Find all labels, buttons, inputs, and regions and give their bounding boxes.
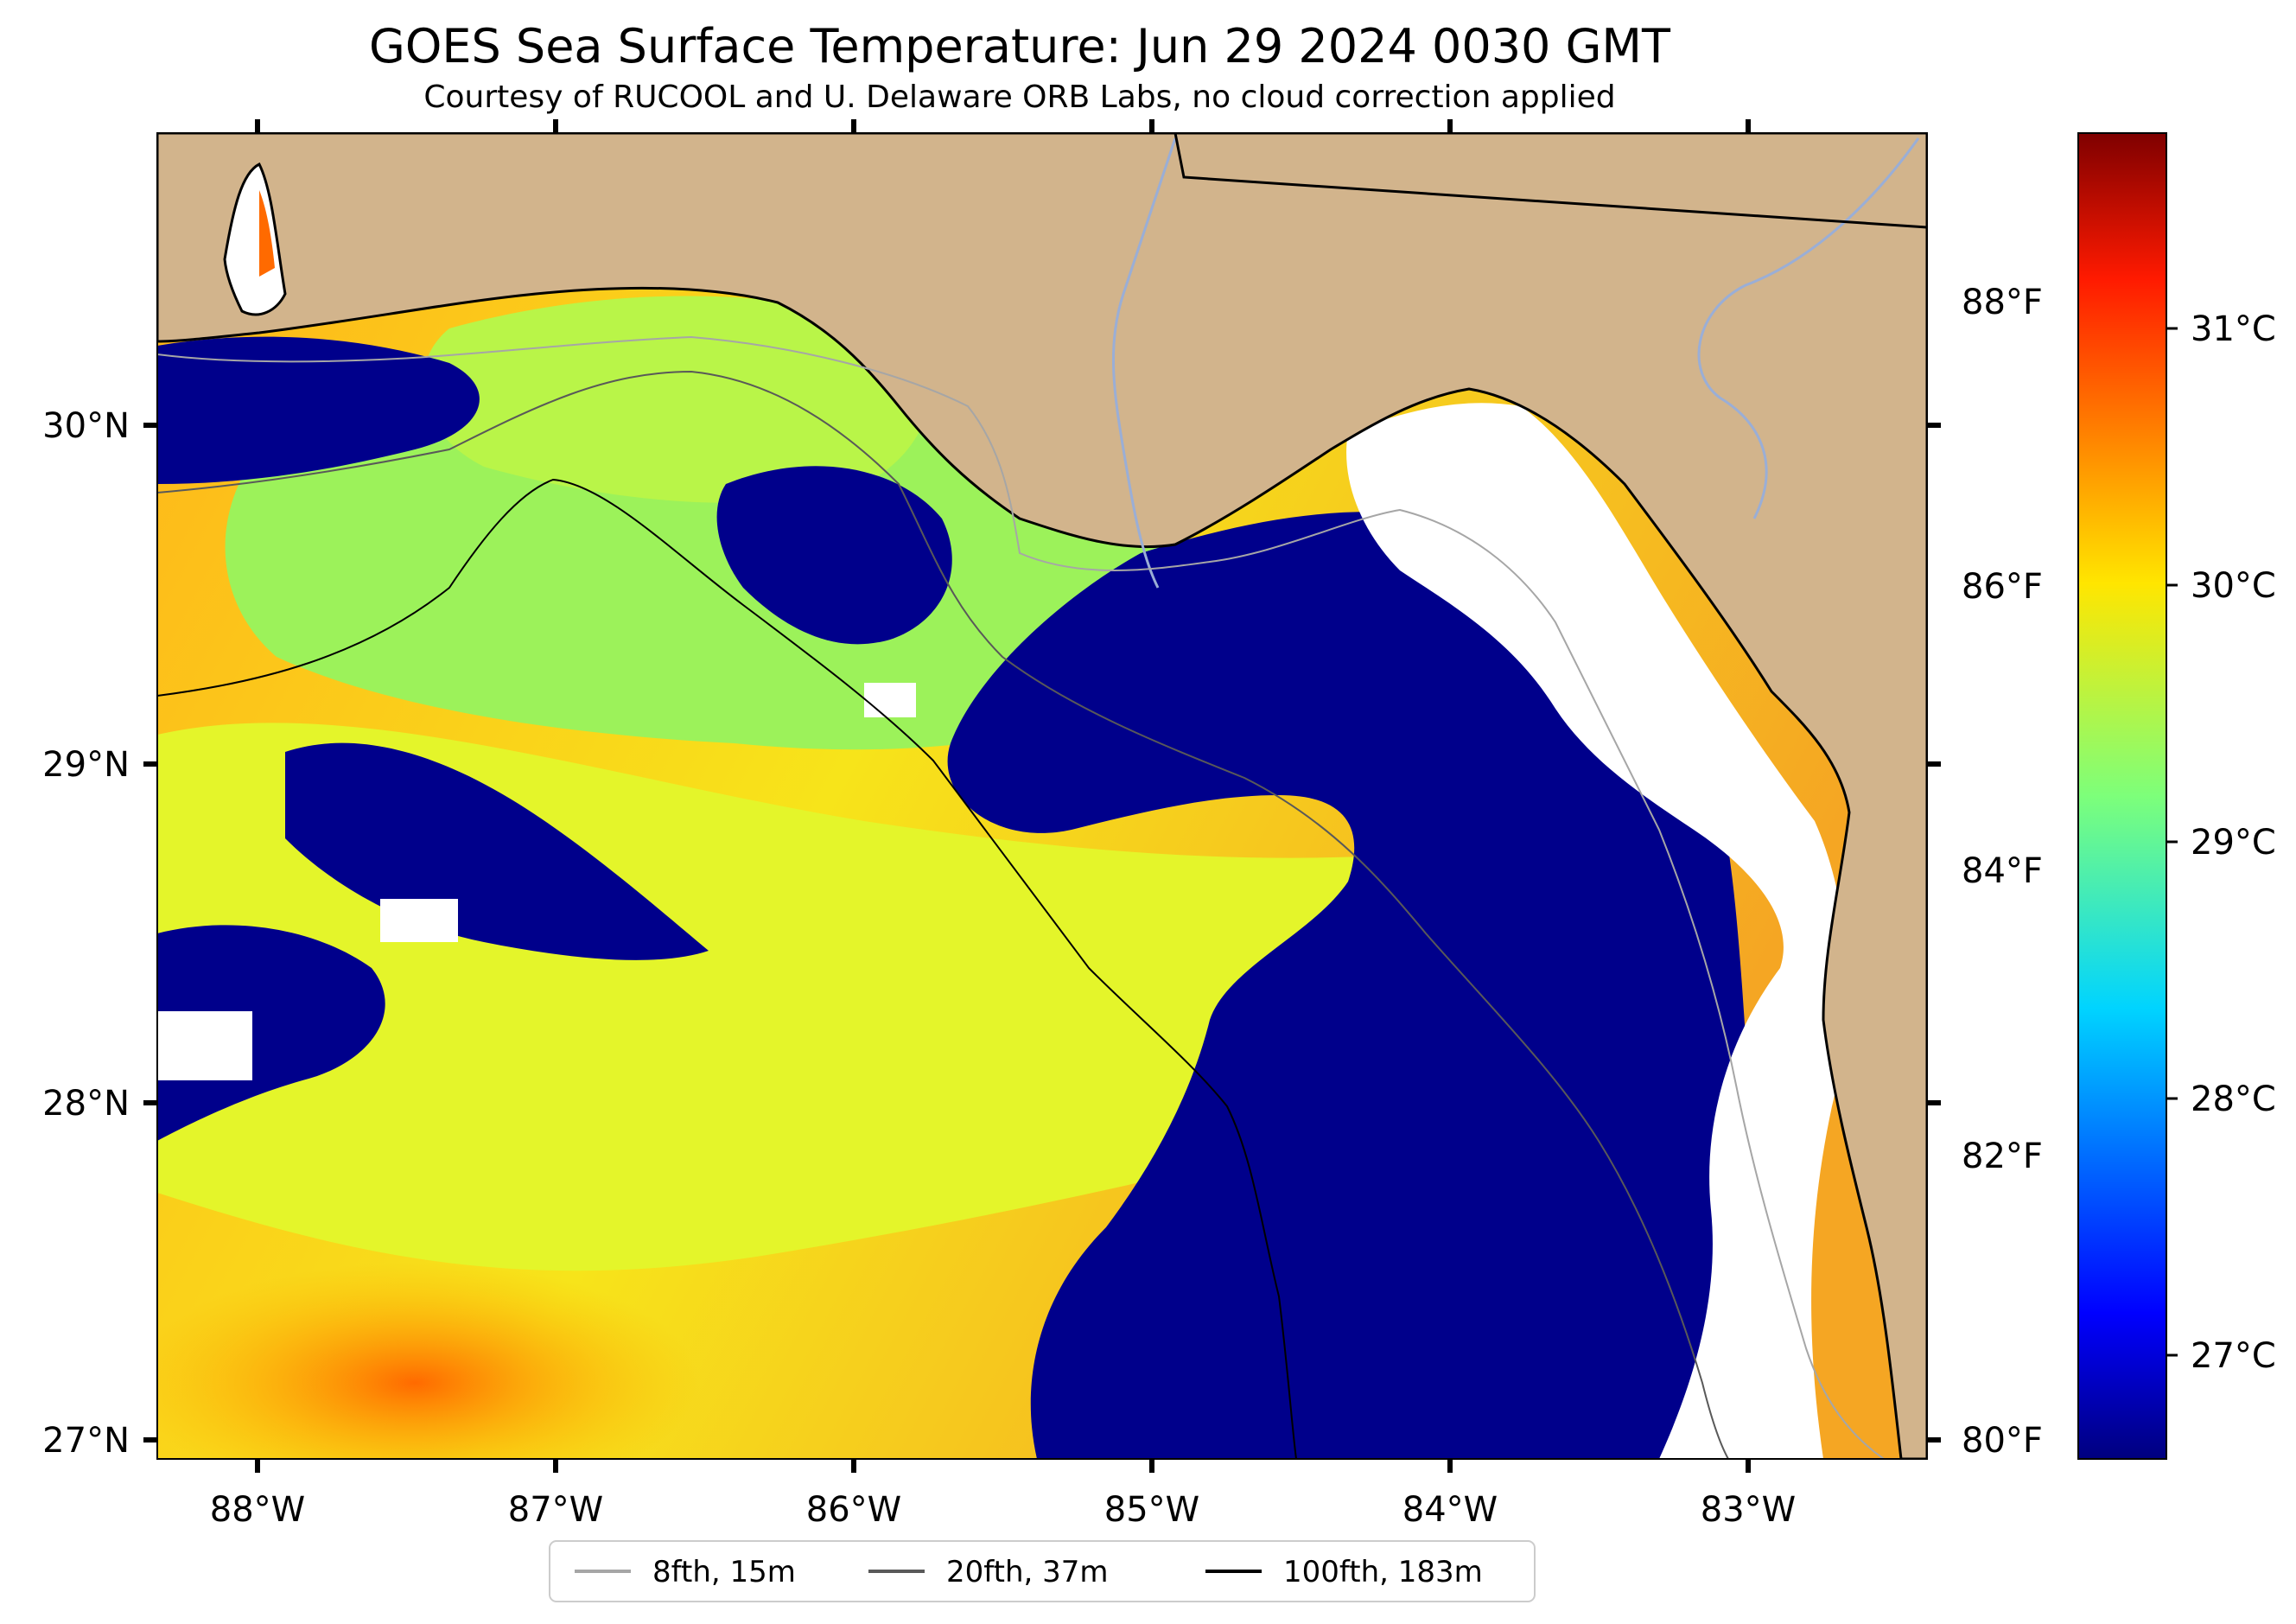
land-florida-alabama: [157, 133, 1927, 1459]
isobath-8fth: [157, 335, 1885, 1459]
cloud-small-patch: [864, 683, 916, 717]
lon-label-86w: 86°W: [806, 1490, 901, 1530]
lat-label-30n: 30°N: [42, 406, 130, 446]
lat-label-29n: 29°N: [42, 745, 130, 785]
lon-ticks: [255, 119, 1751, 1473]
chart-title: GOES Sea Surface Temperature: Jun 29 202…: [369, 19, 1670, 73]
f-label-82: 82°F: [1962, 1137, 2043, 1176]
legend: 8fth, 15m 20fth, 37m 100fth, 183m: [549, 1540, 1536, 1602]
mobile-bay: [223, 162, 287, 316]
lon-label-84w: 84°W: [1402, 1490, 1498, 1530]
lat-label-27n: 27°N: [42, 1421, 130, 1461]
f-label-86: 86°F: [1962, 567, 2043, 607]
cloud-east-shelf: [1346, 403, 1848, 1459]
colorbar: [2077, 132, 2167, 1460]
c-label-29: 29°C: [2191, 823, 2276, 863]
legend-box: [549, 1540, 1536, 1602]
c-label-30: 30°C: [2191, 566, 2276, 606]
lat-ticks: [143, 423, 1941, 1442]
mobile-bay-warm: [259, 190, 275, 277]
sea-cold-west: [157, 925, 385, 1141]
state-border: [1173, 133, 1927, 229]
legend-label-8fth: 8fth, 15m: [652, 1555, 796, 1589]
isobath-100fth: [157, 478, 1297, 1459]
colorbar-ticks: [2166, 327, 2178, 1357]
c-label-27: 27°C: [2191, 1336, 2276, 1376]
isobath-20fth: [157, 370, 1729, 1459]
lon-label-83w: 83°W: [1701, 1490, 1796, 1530]
legend-label-20fth: 20fth, 37m: [946, 1555, 1109, 1589]
f-label-88: 88°F: [1962, 283, 2043, 322]
cloud-west-patch: [157, 1011, 252, 1080]
lon-label-88w: 88°W: [210, 1490, 305, 1530]
river-suwannee: [1697, 137, 1920, 519]
f-label-80: 80°F: [1962, 1421, 2043, 1461]
lon-label-87w: 87°W: [508, 1490, 603, 1530]
sea-cold-north: [157, 336, 480, 484]
chart-subtitle: Courtesy of RUCOOL and U. Delaware ORB L…: [423, 80, 1616, 115]
c-label-31: 31°C: [2191, 309, 2276, 349]
lon-label-85w: 85°W: [1104, 1490, 1199, 1530]
c-label-28: 28°C: [2191, 1079, 2276, 1119]
legend-label-100fth: 100fth, 183m: [1283, 1555, 1483, 1589]
warm-spot: [157, 1262, 700, 1459]
cloud-mid-patch: [380, 899, 458, 942]
map-panel: [157, 133, 1927, 1459]
map-frame: [156, 132, 1928, 1460]
f-label-84: 84°F: [1962, 851, 2043, 891]
sea-cold-midnorth: [716, 466, 952, 645]
lat-label-28n: 28°N: [42, 1084, 130, 1124]
river-apalachicola: [1111, 137, 1177, 589]
